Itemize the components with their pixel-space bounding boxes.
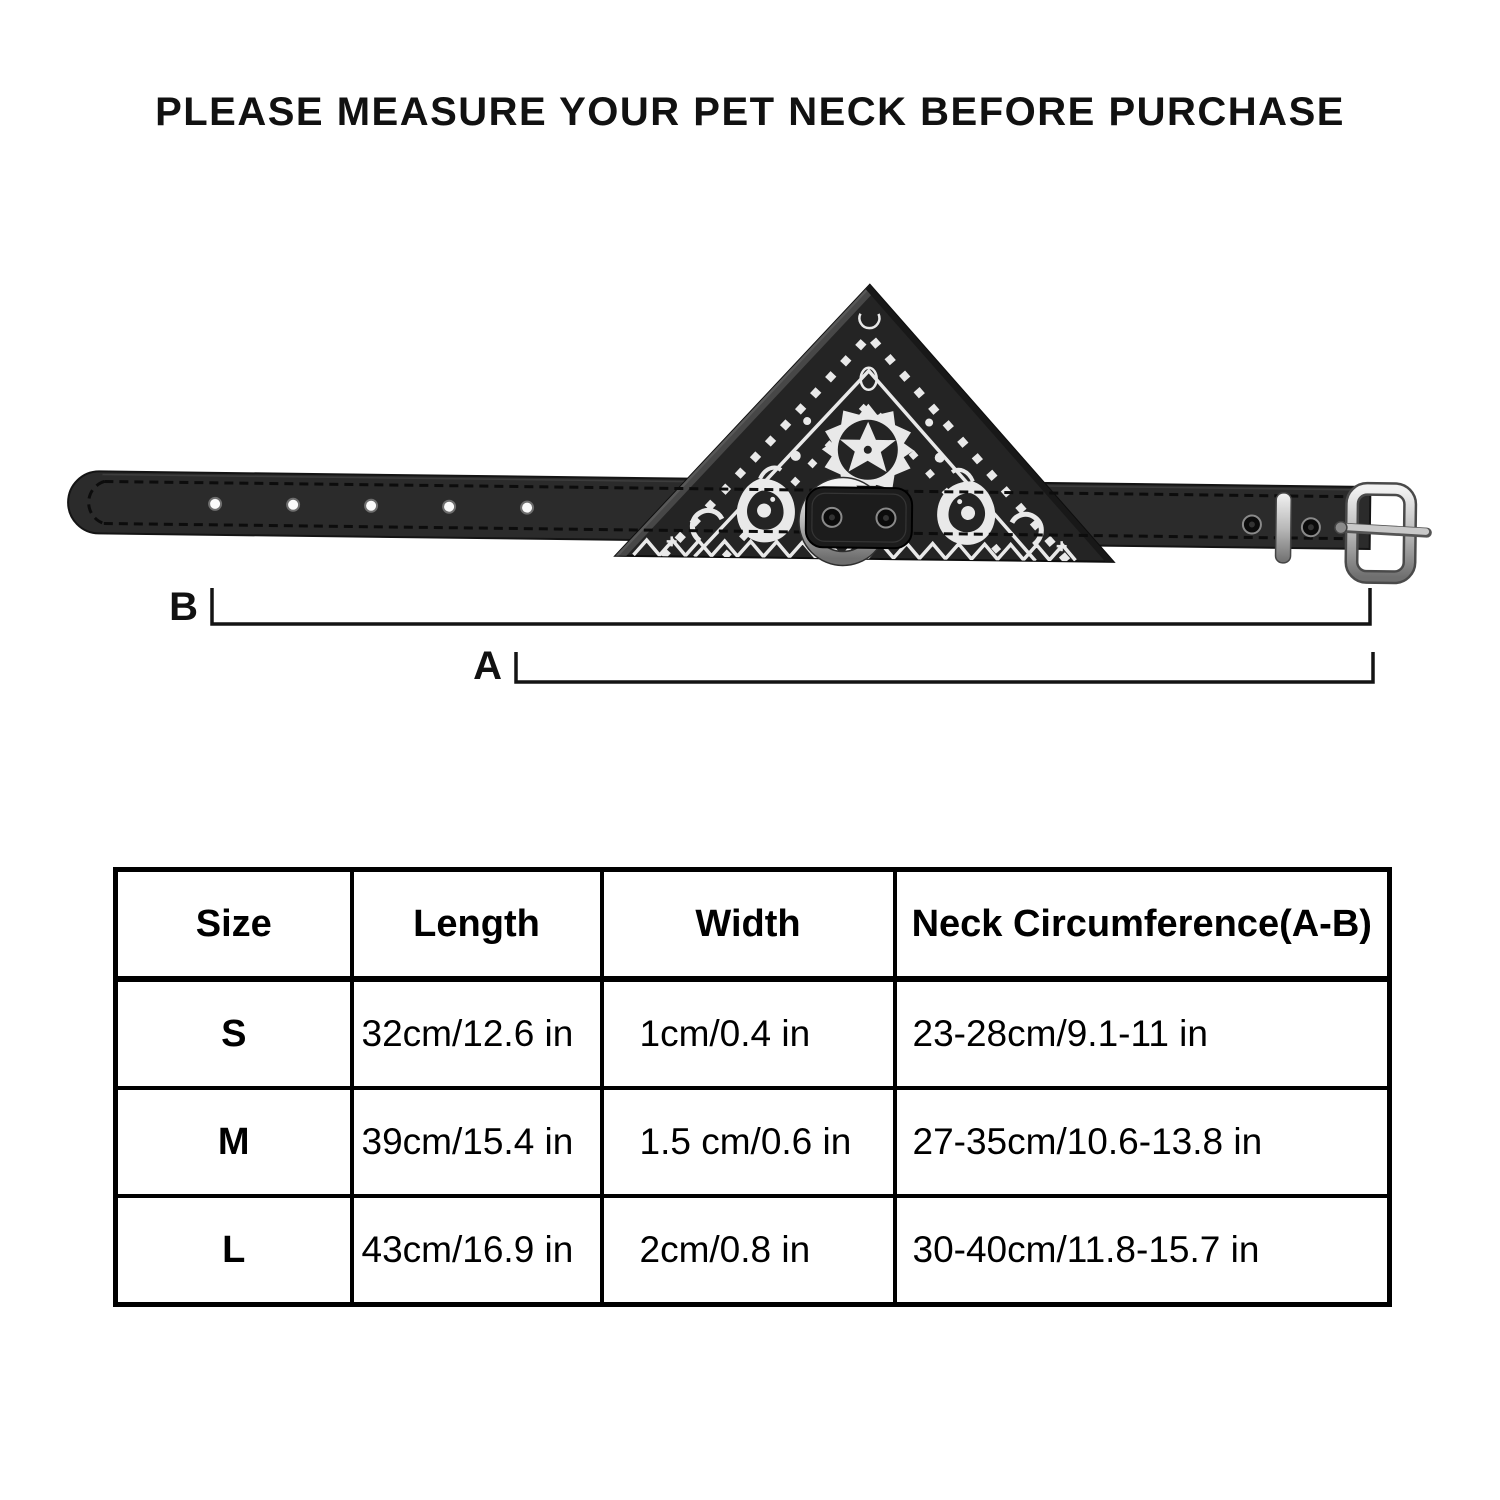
cell-length: 39cm/15.4 in: [349, 1086, 604, 1198]
cell-size: L: [113, 1194, 354, 1307]
cell-length: 43cm/16.9 in: [349, 1194, 604, 1307]
paisley-motif: [736, 465, 795, 543]
cell-width: 1.5 cm/0.6 in: [599, 1086, 897, 1198]
keeper-loop: [1274, 492, 1292, 564]
size-row-l: L 43cm/16.9 in 2cm/0.8 in 30-40cm/11.8-1…: [113, 1194, 1392, 1307]
measurement-line-b: [210, 588, 1372, 626]
column-header-length: Length: [349, 867, 604, 982]
size-row-s: S 32cm/12.6 in 1cm/0.4 in 23-28cm/9.1-11…: [113, 977, 1392, 1090]
strap-hole: [442, 499, 457, 514]
cell-size: S: [113, 977, 354, 1090]
strap-hole: [520, 500, 535, 515]
cell-width: 2cm/0.8 in: [599, 1194, 897, 1307]
pet-bandana-collar-illustration: B A: [67, 281, 1432, 688]
strap-hole: [208, 496, 223, 511]
strap-holes: [208, 496, 535, 515]
collar-group: [67, 281, 1432, 585]
cell-length: 32cm/12.6 in: [349, 977, 604, 1090]
size-chart-table: Size Length Width Neck Circumference(A-B…: [113, 867, 1392, 1307]
bandana-star-medallion: [821, 403, 914, 496]
strap-stitching: [87, 479, 1363, 541]
cell-neck-circumference: 30-40cm/11.8-15.7 in: [892, 1194, 1392, 1307]
measurement-label-b: B: [169, 585, 198, 629]
table-header-row: Size Length Width Neck Circumference(A-B…: [113, 867, 1392, 982]
cell-neck-circumference: 23-28cm/9.1-11 in: [892, 977, 1392, 1090]
column-header-width: Width: [599, 867, 897, 982]
strap-hole: [364, 498, 379, 513]
paisley-motif: [937, 467, 996, 545]
size-row-m: M 39cm/15.4 in 1.5 cm/0.6 in 27-35cm/10.…: [113, 1086, 1392, 1198]
cell-width: 1cm/0.4 in: [599, 977, 897, 1090]
cell-size: M: [113, 1086, 354, 1198]
column-header-neck-circumference: Neck Circumference(A-B): [892, 867, 1392, 982]
measurement-lines: [210, 588, 1375, 684]
buckle-hardware: [1241, 481, 1432, 585]
column-header-size: Size: [113, 867, 354, 982]
measurement-label-a: A: [473, 644, 502, 688]
cell-neck-circumference: 27-35cm/10.6-13.8 in: [892, 1086, 1392, 1198]
measurement-line-a: [514, 652, 1375, 684]
d-ring-leather-tab: [804, 486, 914, 550]
strap-hole: [286, 497, 301, 512]
page-title: PLEASE MEASURE YOUR PET NECK BEFORE PURC…: [155, 90, 1345, 134]
d-ring-assembly: [798, 476, 914, 567]
